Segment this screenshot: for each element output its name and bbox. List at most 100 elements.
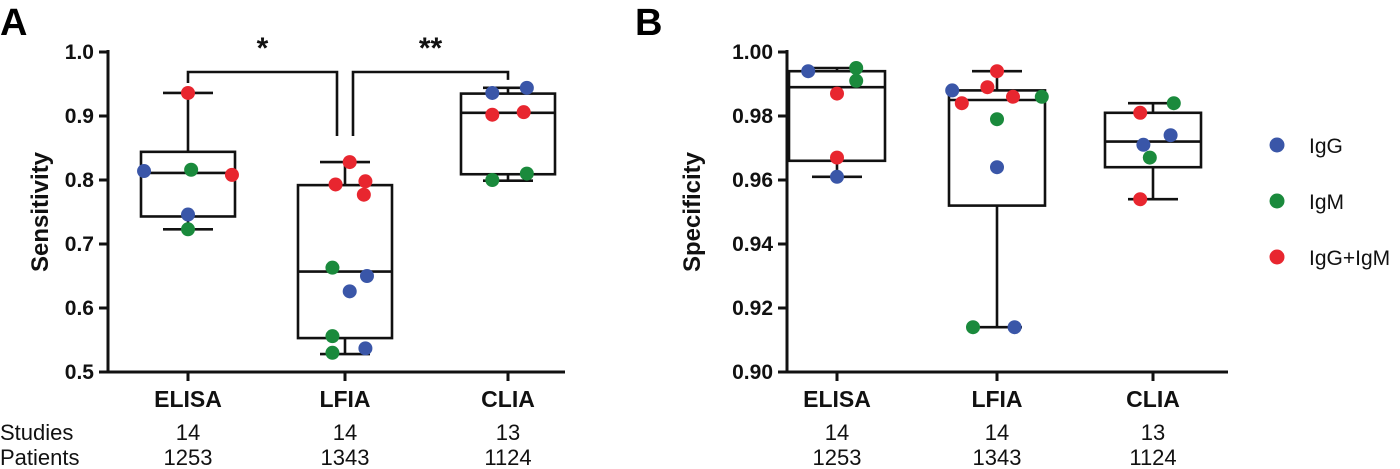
data-point-igg-igm: [990, 64, 1004, 79]
box-plot-lfia: [296, 160, 394, 356]
y-tick-label: 0.92: [732, 297, 773, 320]
data-point-igg: [990, 160, 1004, 175]
y-tick-label: 0.9: [65, 105, 94, 128]
legend-label: IgG+IgM: [1309, 247, 1390, 270]
panel-b-specificity-chart: 0.90 0.92 0.94 0.96 0.98 1.00 ELISA LFIA CLIA Spe…: [679, 41, 1228, 412]
data-point-igm: [966, 320, 980, 335]
y-tick-label: 0.8: [65, 169, 95, 192]
data-point-igm: [1034, 89, 1049, 104]
data-point-igg-igm: [1133, 192, 1148, 207]
data-point-igg-igm: [830, 86, 844, 101]
studies-row-label: Studies: [0, 420, 73, 445]
data-point-igg-igm: [356, 187, 371, 202]
data-point-igm: [1166, 96, 1181, 111]
box-iqr: [459, 92, 557, 176]
data-point-igm: [325, 329, 340, 344]
data-point-igg: [801, 64, 816, 79]
data-point-igg: [1007, 320, 1022, 335]
data-point-igg: [519, 80, 534, 95]
data-point-igg: [137, 164, 152, 179]
legend-label: IgG: [1309, 135, 1343, 158]
x-category-label: LFIA: [971, 386, 1022, 412]
data-point-igm: [990, 112, 1004, 127]
panel-letter-b: B: [635, 2, 662, 44]
data-point-igg: [181, 207, 195, 222]
data-point-igg: [945, 83, 960, 98]
y-tick-label: 0.98: [732, 105, 773, 128]
y-axis-title: Specificity: [679, 151, 706, 272]
data-point-igm: [849, 61, 864, 75]
y-tick-label: 1.00: [732, 41, 773, 64]
data-point-igg-igm: [954, 96, 969, 111]
legend-label: IgM: [1309, 191, 1344, 214]
significance-bracket: [186, 70, 339, 136]
x-category-label: CLIA: [481, 386, 535, 412]
patients-value: 1253: [164, 445, 213, 469]
data-point-igg-igm: [328, 177, 343, 192]
y-axis-title: Sensitivity: [27, 151, 54, 272]
panel-a-sensitivity-chart: 0.5 0.6 0.7 0.8 0.9 1.0 ELISA LFIA CLIA Sensitivi…: [27, 32, 565, 412]
box-iqr: [947, 89, 1047, 207]
x-category-label: CLIA: [1126, 386, 1180, 412]
box-plot-clia: [1103, 101, 1203, 201]
data-point-igg: [485, 85, 500, 100]
y-tick-label: 1.0: [65, 41, 94, 64]
data-point-igg: [830, 169, 844, 184]
data-point-igm: [1142, 150, 1157, 165]
significance-bracket: [351, 70, 510, 136]
data-point-igg-igm: [830, 150, 844, 165]
footer-table: StudiesPatients1412531413431311241412531…: [0, 420, 1177, 469]
studies-value: 13: [1141, 420, 1165, 445]
data-point-igm: [181, 222, 195, 237]
data-point-igg-igm: [181, 85, 195, 100]
data-point-igg: [1163, 128, 1178, 143]
legend-marker: [1269, 137, 1285, 153]
patients-value: 1253: [813, 445, 862, 469]
data-point-igg-igm: [485, 107, 500, 122]
y-tick-label: 0.7: [65, 233, 94, 256]
studies-value: 14: [825, 420, 849, 445]
data-point-igg: [359, 269, 374, 283]
data-point-igm: [519, 166, 534, 181]
data-point-igg: [358, 341, 373, 356]
box-iqr: [139, 150, 237, 218]
legend-marker: [1269, 249, 1285, 265]
significance-label: **: [419, 32, 443, 65]
patients-row-label: Patients: [0, 445, 80, 469]
data-point-igg-igm: [358, 174, 373, 189]
data-point-igg-igm: [1006, 89, 1020, 104]
patients-value: 1124: [1129, 445, 1176, 469]
data-point-igg-igm: [1133, 105, 1148, 120]
box-iqr: [787, 69, 887, 163]
legend-marker: [1269, 193, 1285, 209]
data-point-igm: [184, 162, 199, 177]
box-iqr: [1103, 111, 1203, 169]
data-point-igm: [849, 73, 864, 88]
patients-value: 1343: [321, 445, 370, 469]
patients-value: 1343: [973, 445, 1022, 469]
significance-label: *: [257, 32, 269, 65]
x-category-label: ELISA: [803, 386, 871, 412]
data-point-igg-igm: [980, 80, 995, 95]
y-tick-label: 0.6: [65, 297, 94, 320]
data-point-igg-igm: [342, 155, 357, 170]
y-tick-label: 0.5: [65, 361, 95, 384]
patients-value: 1124: [484, 445, 531, 469]
studies-value: 14: [985, 420, 1009, 445]
data-point-igg: [342, 284, 357, 299]
x-category-label: LFIA: [319, 386, 370, 412]
y-tick-label: 0.94: [732, 233, 773, 256]
y-tick-label: 0.96: [732, 169, 773, 192]
studies-value: 14: [176, 420, 200, 445]
data-point-igg-igm: [224, 167, 239, 182]
data-point-igm: [325, 260, 340, 275]
legend: IgG IgM IgG+IgM: [1269, 135, 1390, 270]
studies-value: 14: [333, 420, 357, 445]
studies-value: 13: [496, 420, 520, 445]
box-iqr: [296, 183, 394, 340]
data-point-igm: [485, 173, 500, 187]
panel-letter-a: A: [0, 2, 27, 44]
box-plot-clia: [459, 86, 557, 182]
data-point-igg: [1136, 137, 1151, 152]
